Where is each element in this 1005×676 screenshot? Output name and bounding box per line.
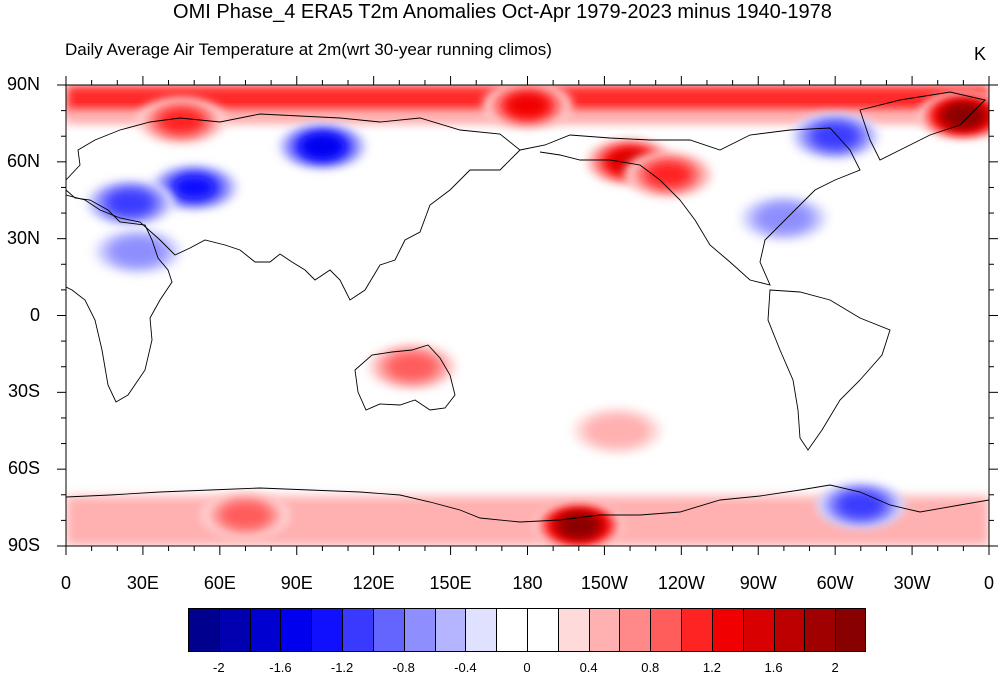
colorbar-label: 0 (523, 660, 531, 675)
colorbar-swatch (804, 608, 836, 652)
lon-label: 0 (983, 573, 994, 593)
anomaly-blob (756, 204, 811, 233)
coastlines (66, 91, 989, 523)
anomaly-blob (160, 109, 203, 133)
colorbar-label: -2 (213, 660, 225, 675)
colorbar-label: 0.4 (579, 660, 598, 675)
coast-antarctica (66, 484, 989, 523)
colorbar-label: -0.8 (392, 660, 415, 675)
coast-greenland (859, 91, 986, 161)
lon-label: 60E (203, 573, 236, 593)
anomaly-blob (174, 176, 214, 199)
lat-label: 30N (6, 227, 40, 248)
lon-label: 180 (512, 573, 543, 593)
anomaly-blob (584, 414, 650, 448)
colorbar-label: 1.2 (702, 660, 721, 675)
colorbar-label: -0.4 (454, 660, 477, 675)
colorbar-swatch (588, 608, 620, 652)
colorbar-swatch (342, 608, 374, 652)
center-string-text: (wrt 30-year running climos) (341, 40, 552, 59)
colorbar-swatch (742, 608, 775, 652)
colorbar-swatch (619, 608, 651, 652)
lon-label: 90E (280, 573, 313, 593)
colorbar-swatch (527, 608, 559, 652)
lon-label: 90W (739, 573, 777, 593)
colorbar-label: -1.6 (269, 660, 292, 675)
colorbar-swatch (557, 608, 590, 652)
colorbar-swatch (403, 608, 436, 652)
lat-label: 60S (7, 458, 40, 479)
colorbar-label: 1.6 (764, 660, 783, 675)
colorbar-swatch (835, 608, 866, 652)
colorbar-swatch (434, 608, 466, 652)
left-string-text: Daily Average Air Temperature at 2m (65, 40, 342, 59)
colorbar-swatch (681, 608, 713, 652)
anomaly-blob (947, 106, 980, 125)
coast-north-america (519, 127, 861, 286)
anomaly-blob (839, 493, 883, 517)
anomaly-blob (110, 237, 165, 266)
lat-label: 90S (7, 535, 40, 555)
lon-label: 0 (60, 573, 71, 593)
anomaly-blob (108, 191, 152, 215)
colorbar-swatch (465, 608, 497, 652)
colorbar-label: 0.8 (641, 660, 660, 675)
colorbar-swatch (218, 608, 251, 652)
anomaly-blob (388, 354, 436, 380)
anomaly-blob (507, 94, 548, 117)
lon-label: 120E (352, 573, 395, 593)
colorbar-swatch (372, 608, 405, 652)
lat-label: 30S (7, 381, 40, 402)
anomaly-field (66, 85, 989, 546)
colorbar-swatch (773, 608, 805, 652)
colorbar-label: 2 (831, 660, 839, 675)
colorbar-swatch (711, 608, 744, 652)
anomaly-blob (303, 136, 341, 157)
lon-label: 150W (580, 573, 628, 593)
coast-eurasia (66, 113, 521, 301)
lat-label: 60N (6, 150, 40, 171)
axis-ticks (57, 76, 998, 555)
coast-south-america (767, 289, 891, 451)
map-background (66, 85, 989, 546)
colorbar-swatch (650, 608, 682, 652)
colorbar-swatch (496, 608, 528, 652)
colorbar (188, 608, 866, 652)
anomaly-blob (221, 502, 270, 528)
anomaly-blob (813, 124, 857, 148)
lon-label: 150E (429, 573, 472, 593)
colorbar-label: -1.2 (330, 660, 354, 675)
map-left-string: Daily Average Air Temperature at 2m(wrt … (65, 40, 552, 60)
lon-label: 30E (126, 573, 159, 593)
lat-label: 0 (29, 304, 40, 325)
lon-label: 30W (893, 573, 931, 593)
lon-label: 60W (816, 573, 854, 593)
lat-label: 90N (6, 74, 40, 94)
colorbar-swatch (188, 608, 220, 652)
lon-label: 120W (657, 573, 705, 593)
units-label: K (974, 44, 987, 64)
map-title: OMI Phase_4 ERA5 T2m Anomalies Oct-Apr 1… (173, 1, 832, 23)
anomaly-blob (647, 163, 690, 186)
colorbar-swatch (249, 608, 281, 652)
colorbar-swatch (311, 608, 343, 652)
anomaly-blob (562, 516, 595, 535)
colorbar-swatch (280, 608, 312, 652)
coast-australia (354, 344, 456, 411)
